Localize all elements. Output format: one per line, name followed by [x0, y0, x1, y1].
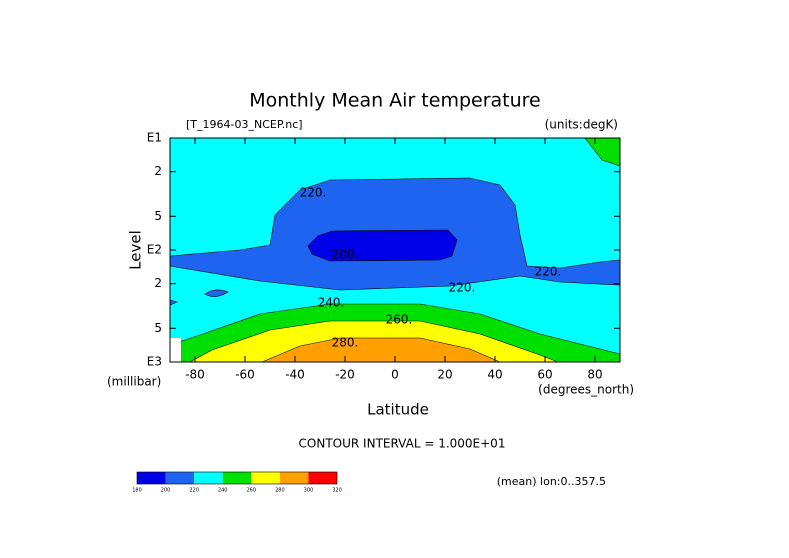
colorbar-label: 200	[161, 488, 171, 494]
y-units: (millibar)	[107, 375, 161, 389]
colorbar-label: 280	[275, 488, 285, 494]
x-tick-label: 80	[587, 368, 602, 382]
contour-label: 200.	[332, 248, 359, 262]
x-tick-label: 20	[437, 368, 452, 382]
colorbar-swatch	[137, 472, 166, 484]
contour-label: 280.	[332, 336, 359, 350]
colorbar-label: 240	[218, 488, 228, 494]
colorbar-label: 300	[304, 488, 314, 494]
y-axis-label: Level	[127, 230, 145, 270]
colorbar-label: 220	[189, 488, 199, 494]
contour-region	[307, 229, 458, 262]
contour-label: 220.	[535, 265, 562, 279]
x-units: (degrees_north)	[538, 383, 634, 397]
file-label: [T_1964-03_NCEP.nc]	[186, 118, 303, 131]
y-tick-label: 5	[154, 321, 162, 335]
y-tick-label: E2	[147, 243, 162, 257]
x-axis-label: Latitude	[367, 401, 429, 419]
colorbar-swatch	[222, 472, 252, 484]
contour-label: 240.	[318, 296, 345, 310]
x-tick-label: 0	[391, 368, 399, 382]
contour-label: 260.	[386, 313, 413, 327]
mean-note: (mean) lon:0..357.5	[497, 475, 606, 488]
contour-interval: CONTOUR INTERVAL = 1.000E+01	[299, 437, 506, 451]
contour-label: 220.	[300, 186, 327, 200]
units-label: (units:degK)	[545, 118, 618, 132]
y-tick-label: 2	[154, 164, 162, 178]
y-tick-label: E3	[147, 355, 162, 369]
chart-title: Monthly Mean Air temperature	[249, 90, 540, 112]
x-tick-label: -20	[335, 368, 355, 382]
colorbar-swatch	[194, 472, 223, 484]
contour-label: 220.	[449, 281, 476, 295]
colorbar-label: 180	[132, 488, 142, 494]
plot-area	[169, 137, 621, 363]
colorbar-label: 260	[247, 488, 257, 494]
x-tick-label: 40	[487, 368, 502, 382]
colorbar-label: 320	[332, 488, 342, 494]
colorbar-swatch	[165, 472, 195, 484]
colorbar-frame	[136, 471, 338, 485]
colorbar-swatch	[279, 472, 309, 484]
x-tick-label: -80	[185, 368, 205, 382]
colorbar-swatch	[308, 472, 337, 484]
y-tick-label: 2	[154, 276, 162, 290]
colorbar-swatch	[251, 472, 280, 484]
x-tick-label: -60	[235, 368, 255, 382]
x-tick-label: 60	[537, 368, 552, 382]
y-tick-label: E1	[147, 131, 162, 145]
contour-region	[204, 289, 229, 297]
x-tick-label: -40	[285, 368, 305, 382]
y-tick-label: 5	[154, 209, 162, 223]
missing-data	[170, 338, 181, 362]
